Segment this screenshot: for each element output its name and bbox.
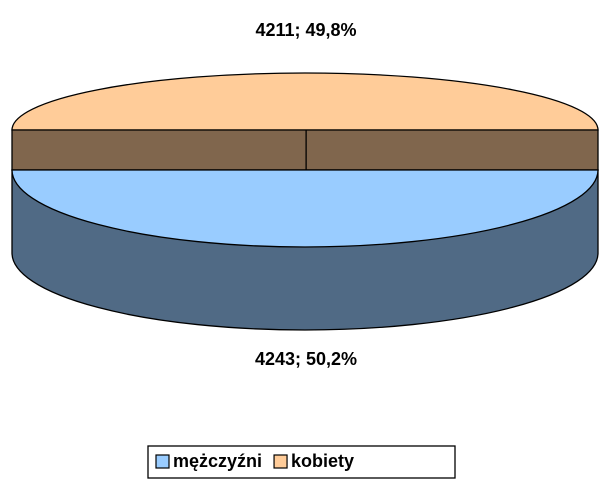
legend-box [147, 445, 456, 479]
slice-top [11, 72, 599, 131]
legend-label: mężczyźni [173, 451, 262, 471]
legend-swatch [155, 454, 170, 469]
legend-swatch [273, 454, 288, 469]
data-label: 4211; 49,8% [255, 20, 356, 40]
legend-label: kobiety [291, 451, 354, 471]
slice-top [11, 169, 599, 248]
slice-side [11, 129, 599, 171]
data-label: 4243; 50,2% [255, 349, 357, 369]
